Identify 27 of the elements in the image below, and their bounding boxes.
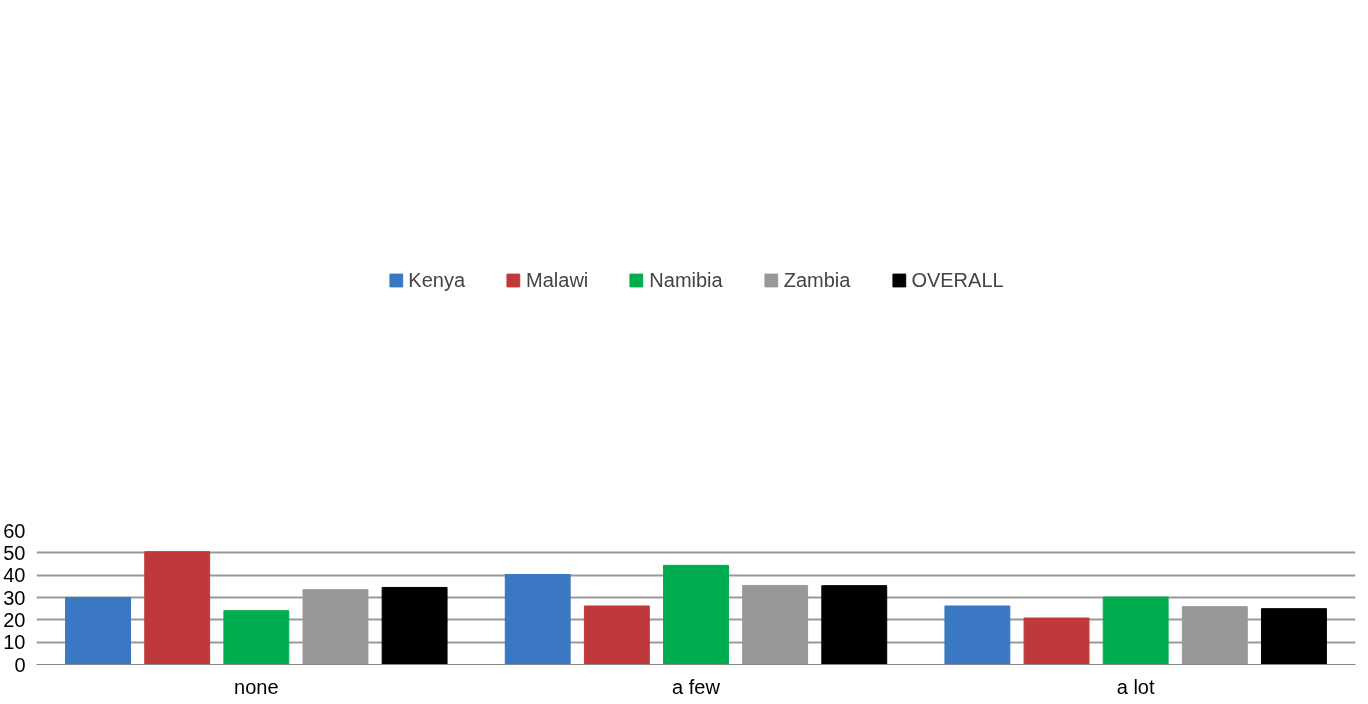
y-tick-label: 0 <box>14 653 26 676</box>
bar <box>1102 596 1169 665</box>
y-tick-label: 20 <box>3 608 26 631</box>
x-tick-label: a few <box>672 675 721 698</box>
bar <box>1261 608 1327 665</box>
legend-label: Zambia <box>783 268 851 292</box>
bar <box>504 574 571 665</box>
y-tick-label: 50 <box>3 541 26 564</box>
bar <box>223 610 290 665</box>
legend-label: Malawi <box>526 268 589 292</box>
y-tick-label: 40 <box>3 564 26 587</box>
bar <box>381 586 448 665</box>
bar <box>65 597 131 665</box>
bar <box>583 605 650 665</box>
x-tick-label: none <box>234 675 279 698</box>
legend-label: Namibia <box>649 268 723 292</box>
bar <box>144 551 211 665</box>
legend-label: Kenya <box>408 268 466 292</box>
y-tick-label: 10 <box>3 631 26 654</box>
x-tick-label: a lot <box>1116 675 1156 698</box>
bar <box>663 564 729 665</box>
bar <box>821 585 888 665</box>
bar <box>1023 617 1090 665</box>
legend-label: OVERALL <box>911 268 1004 292</box>
y-tick-label: 60 <box>3 519 26 542</box>
bar <box>944 605 1011 665</box>
y-tick-label: 30 <box>3 586 26 609</box>
